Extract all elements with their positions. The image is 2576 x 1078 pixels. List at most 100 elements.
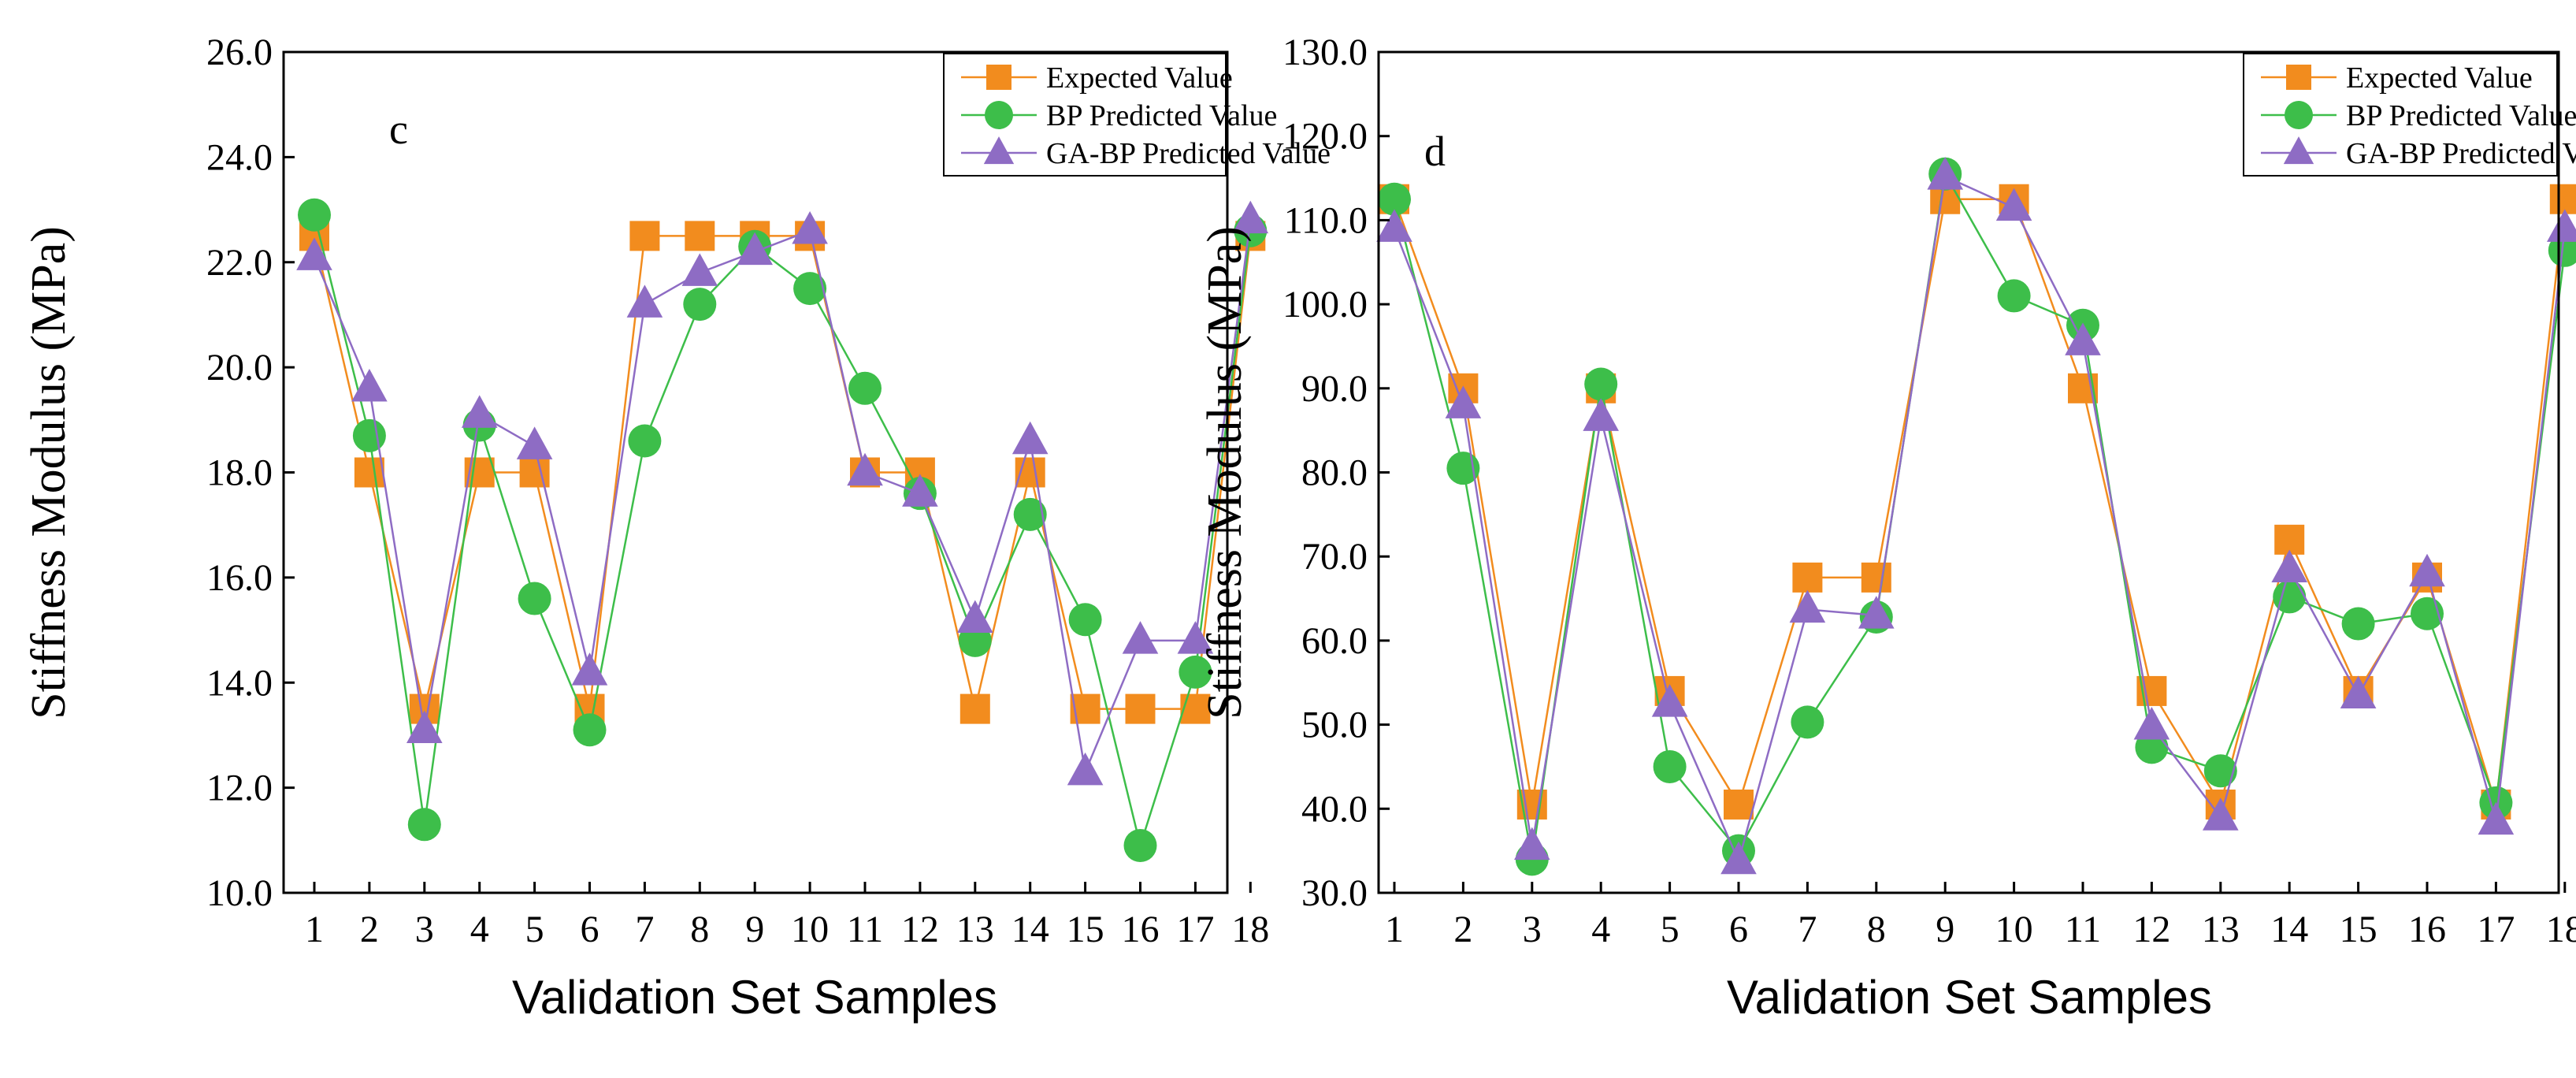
- x-axis-label-c: Validation Set Samples: [512, 971, 997, 1024]
- x-tick-label: 10: [791, 909, 829, 950]
- data-point-circle: [1997, 279, 2031, 313]
- x-tick-label: 3: [1523, 909, 1542, 950]
- legend-label: GA-BP Predicted Value: [2346, 137, 2576, 170]
- x-tick-label: 5: [525, 909, 544, 950]
- x-tick-label: 5: [1661, 909, 1680, 950]
- x-tick-label: 14: [2270, 909, 2308, 950]
- series-line: [1393, 198, 2567, 808]
- data-point-triangle: [461, 395, 498, 428]
- data-point-square: [1125, 693, 1156, 724]
- data-point-circle: [1791, 705, 1824, 739]
- y-tick-label: 16.0: [206, 557, 273, 599]
- series-line: [1393, 175, 2567, 864]
- data-point-triangle: [351, 369, 388, 402]
- x-tick-label: 12: [2132, 909, 2170, 950]
- data-point-circle: [1653, 749, 1687, 783]
- panel-letter-d: d: [1424, 128, 1446, 175]
- data-point-square: [1724, 789, 1754, 820]
- series-circle: [1378, 157, 2576, 876]
- series-line: [313, 235, 1252, 710]
- x-tick-label: 10: [1995, 909, 2033, 950]
- x-tick-label: 1: [1385, 909, 1404, 950]
- data-point-triangle: [2478, 801, 2515, 835]
- data-point-triangle: [737, 232, 773, 266]
- data-point-square: [629, 221, 660, 251]
- data-point-triangle: [792, 210, 828, 244]
- data-point-triangle: [1927, 157, 1963, 190]
- data-point-triangle: [2340, 675, 2377, 709]
- data-point-square: [519, 457, 550, 488]
- y-ticks-c: 10.0 12.0 14.0 16.0 18.0 20.0 22.0 24.0 26.0: [206, 32, 295, 914]
- x-tick-label: 12: [901, 909, 939, 950]
- x-tick-label: 16: [1122, 909, 1160, 950]
- y-tick-label: 40.0: [1301, 788, 1368, 830]
- plot-frame-d: [1377, 50, 2560, 894]
- data-point-circle: [1378, 182, 1411, 216]
- y-tick-label: 110.0: [1284, 199, 1368, 241]
- data-point-triangle: [1583, 398, 1619, 431]
- legend-marker-square: [986, 65, 1011, 90]
- series-triangle: [296, 200, 1269, 786]
- data-point-square: [1180, 693, 1211, 724]
- x-tick-label: 18: [1231, 909, 1269, 950]
- data-point-circle: [2341, 607, 2375, 641]
- y-tick-label: 14.0: [206, 662, 273, 704]
- series-square: [299, 221, 1266, 724]
- x-tick-label: 17: [2477, 909, 2515, 950]
- data-point-circle: [848, 371, 882, 405]
- x-tick-label: 1: [305, 909, 324, 950]
- legend-label: Expected Value: [1046, 61, 1233, 95]
- x-tick-label: 13: [956, 909, 994, 950]
- data-point-square: [1861, 562, 1891, 593]
- data-point-triangle: [2547, 209, 2576, 242]
- y-tick-label: 22.0: [206, 242, 273, 284]
- data-point-triangle: [1995, 188, 2032, 221]
- x-tick-label: 8: [1867, 909, 1886, 950]
- data-point-triangle: [1651, 684, 1688, 717]
- data-point-circle: [683, 288, 717, 322]
- x-tick-label: 7: [635, 909, 654, 950]
- chart-panel-d: 30.040.050.060.070.080.090.0100.0110.012…: [1198, 32, 2576, 1024]
- x-tick-label: 6: [1729, 909, 1748, 950]
- data-point-triangle: [296, 237, 332, 270]
- x-tick-label: 4: [1591, 909, 1610, 950]
- data-point-circle: [628, 424, 662, 458]
- data-point-circle: [1179, 655, 1212, 689]
- legend-marker-triangle: [2283, 136, 2314, 165]
- data-point-square: [2549, 184, 2576, 214]
- x-axis-label-d: Validation Set Samples: [1727, 971, 2212, 1024]
- legend-label: BP Predicted Value: [1046, 99, 1277, 132]
- data-point-triangle: [626, 284, 663, 318]
- data-point-triangle: [1232, 200, 1269, 234]
- y-axis-label-c: Stiffness Modulus (MPa): [22, 226, 76, 719]
- x-ticks-c: 1 2 3 4 5 6 7 8 9 10 11 12 13 14 15 16 17 18: [305, 882, 1269, 950]
- y-ticks-d: 30.0 40.0 50.0 60.0 70.0 80.0 90.0 100.0 110.0 12…: [1282, 32, 1390, 914]
- data-point-triangle: [1122, 621, 1159, 654]
- data-point-square: [685, 221, 715, 251]
- data-point-triangle: [847, 452, 883, 486]
- y-tick-label: 90.0: [1301, 368, 1368, 410]
- y-tick-label: 24.0: [206, 136, 273, 178]
- data-point-triangle: [2271, 549, 2307, 582]
- y-tick-label: 120.0: [1282, 116, 1368, 158]
- data-point-circle: [2203, 754, 2237, 788]
- data-point-circle: [1068, 603, 1102, 637]
- data-point-triangle: [2065, 322, 2101, 355]
- x-tick-label: 7: [1798, 909, 1817, 950]
- x-tick-label: 2: [1453, 909, 1472, 950]
- series-line: [313, 214, 1252, 849]
- legend-marker-circle: [2285, 101, 2313, 129]
- data-point-square: [354, 457, 384, 488]
- x-tick-label: 13: [2202, 909, 2240, 950]
- series-line: [313, 220, 1252, 776]
- data-point-triangle: [902, 474, 938, 507]
- x-tick-label: 17: [1176, 909, 1214, 950]
- series-line: [1393, 170, 2567, 860]
- legend-entries-c: Expected Value BP Predicted Value GA-BP Pr…: [943, 53, 1331, 177]
- legend-entries-d: Expected Value BP Predicted Value GA-BP Pr…: [2243, 53, 2576, 177]
- data-point-square: [1792, 562, 1823, 593]
- data-point-circle: [1584, 367, 1618, 401]
- x-tick-label: 18: [2546, 909, 2576, 950]
